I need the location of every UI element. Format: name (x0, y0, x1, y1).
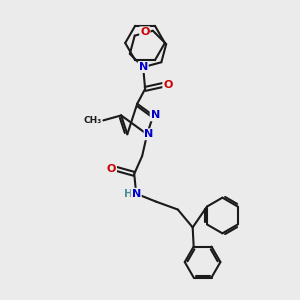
Text: N: N (139, 62, 148, 72)
Text: N: N (145, 129, 154, 139)
Text: N: N (151, 110, 160, 120)
Text: H: H (124, 189, 133, 199)
Text: N: N (132, 189, 141, 199)
Text: CH₃: CH₃ (83, 116, 101, 125)
Text: O: O (107, 164, 116, 174)
Text: O: O (163, 80, 172, 90)
Text: O: O (140, 27, 149, 37)
